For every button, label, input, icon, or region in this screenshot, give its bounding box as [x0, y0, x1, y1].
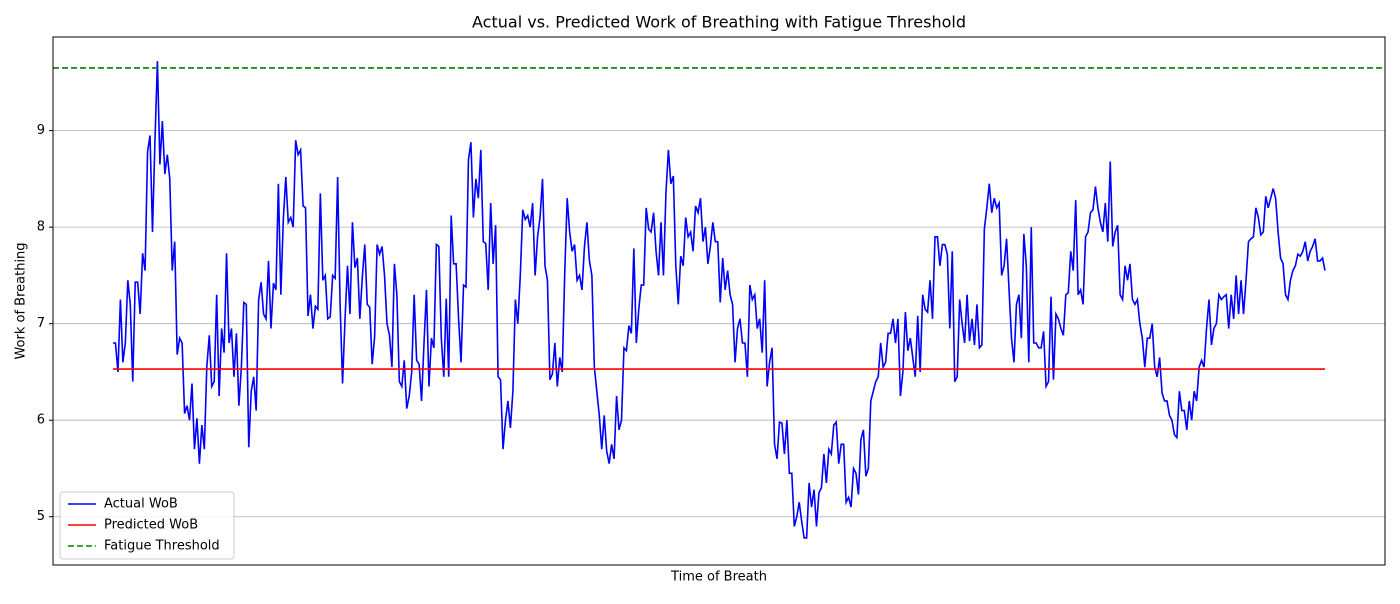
legend-label: Predicted WoB — [104, 518, 198, 533]
y-tick-label: 8 — [37, 220, 45, 235]
y-tick-label: 7 — [37, 316, 45, 331]
x-axis-label: Time of Breath — [670, 570, 767, 585]
legend-box — [59, 491, 235, 560]
y-tick-label: 9 — [37, 123, 45, 138]
y-tick-label: 6 — [37, 413, 45, 428]
y-tick-label: 5 — [37, 509, 45, 524]
y-axis-label: Work of Breathing — [14, 242, 29, 359]
legend-label: Fatigue Threshold — [104, 539, 220, 554]
chart-title: Actual vs. Predicted Work of Breathing w… — [472, 13, 966, 32]
data-line — [113, 61, 1326, 539]
legend-label: Actual WoB — [104, 497, 178, 512]
plot-frame — [52, 36, 1386, 566]
